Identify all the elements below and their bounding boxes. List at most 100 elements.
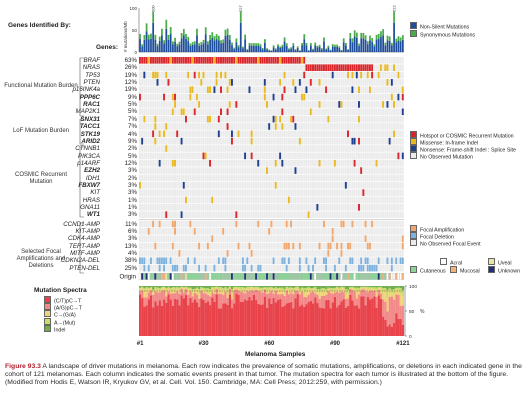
grid-cell [316,174,319,182]
spectra-segment [217,286,221,288]
grid-cell [338,220,341,228]
bar-non-silent [299,50,301,52]
grid-cell [226,57,229,64]
grid-cell [386,174,389,182]
grid-cell [152,220,155,228]
origin-cell [254,273,258,280]
grid-cell [163,101,166,108]
grid-cell [222,159,225,167]
grid-cell [259,101,262,108]
grid-cell [180,145,183,152]
spectra-segment [191,302,194,336]
grid-cell [276,189,279,196]
category-brackets [79,57,84,274]
grid-cell [338,108,341,116]
spectra-segment [397,294,400,319]
spectra-segment [217,293,221,309]
grid-cell [384,220,387,228]
grid-cell [307,220,310,228]
grid-cell [149,211,152,218]
grid-cell [250,79,253,86]
grid-cell [397,123,400,130]
spectra-segment [154,287,157,289]
spectra-segment [344,307,348,336]
grid-cell [230,189,233,196]
origin-cell [222,273,225,280]
grid-cell [239,159,242,167]
grid-cell [139,167,141,174]
bar-non-silent [178,44,181,52]
grid-cell [375,93,378,101]
grid-cell [217,71,220,79]
bar-synonymous [246,49,249,50]
grid-cell [163,235,166,243]
grid-cell [158,228,161,235]
grid-cell [178,167,181,174]
grid-cell [200,174,203,182]
grid-cell [318,220,321,228]
bar-non-silent [228,39,231,52]
bar-non-silent [202,43,205,52]
spectra-segment [349,287,352,288]
grid-cell [193,174,196,182]
spectra-segment [143,289,146,298]
grid-cell [333,79,336,86]
grid-cell [362,167,365,174]
grid-cell [154,79,157,86]
origin-cell [329,273,332,280]
grid-cell [250,235,253,243]
grid-cell [257,189,260,196]
grid-cell [329,242,332,250]
grid-cell [154,189,157,196]
grid-cell [213,228,216,235]
grid-cell [287,152,290,160]
gene-label: TP53 [85,71,100,79]
grid-cell [279,235,282,243]
grid-cell [167,123,170,130]
grid-cell [266,71,268,79]
grid-cell [340,167,343,174]
grid-cell [211,93,214,101]
grid-cell [141,93,144,101]
spectra-segment [145,297,148,306]
grid-cell [285,115,288,123]
grid-cell [344,115,347,123]
grid-cell [375,242,378,250]
grid-cell [228,152,231,160]
grid-cell [276,152,279,160]
bar-non-silent [235,42,238,52]
grid-cell [309,137,312,145]
grid-cell [274,152,277,160]
grid-cell [382,264,385,272]
grid-cell [246,196,249,204]
grid-cell [184,86,187,94]
grid-cell [368,220,371,228]
spectra-segment [163,287,166,291]
grid-cell [209,228,212,235]
grid-cell [399,93,402,101]
spectra-segment [292,288,295,292]
grid-cell [257,86,260,94]
grid-cell [309,242,312,250]
grid-cell [158,101,161,108]
grid-cell [259,159,262,167]
grid-cell [290,145,293,152]
grid-cell [322,167,325,174]
grid-cell [371,137,374,145]
grid-cell [316,228,319,235]
grid-cell [233,137,236,145]
grid-cell [239,57,242,64]
grid-cell [287,167,290,174]
grid-cell [143,57,146,64]
grid-cell [145,152,148,160]
grid-cell [233,167,236,174]
grid-cell [252,115,255,123]
grid-cell [285,64,288,71]
grid-cell [213,211,216,218]
grid-cell [379,264,382,272]
grid-cell [244,220,247,228]
grid-cell [204,189,207,196]
spectra-segment [237,294,240,336]
grid-cell [298,228,301,235]
grid-cell [182,189,185,196]
